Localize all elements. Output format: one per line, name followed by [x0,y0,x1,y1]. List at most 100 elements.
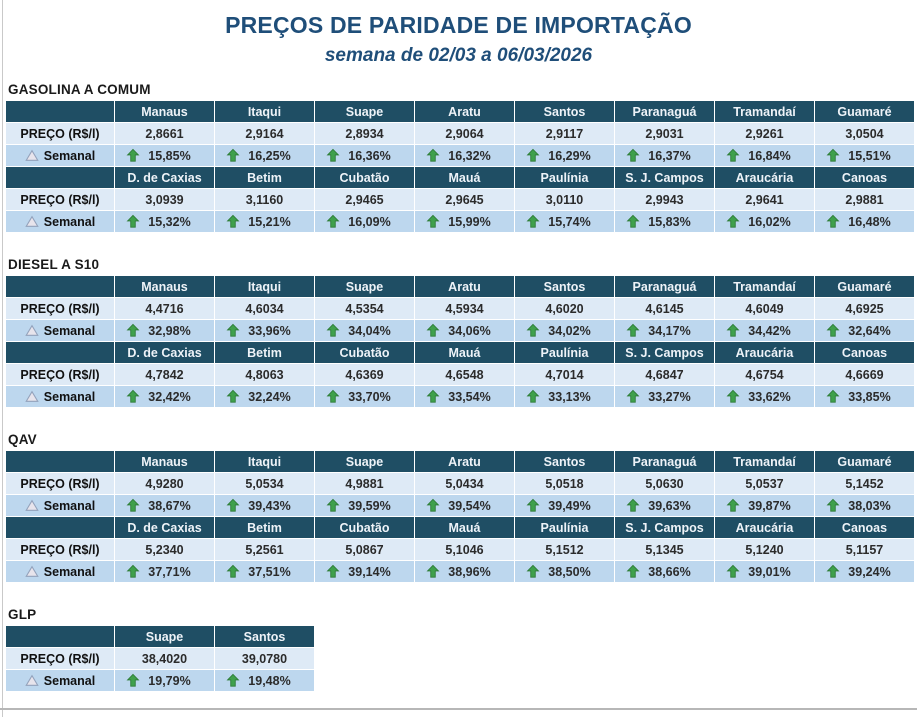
weekly-change-value: 32,64% [815,320,914,341]
weekly-row-label: Semanal [6,320,114,341]
weekly-change-percent: 32,24% [248,389,291,404]
weekly-change-value: 39,54% [415,495,514,516]
city-header: Manaus [115,101,214,122]
section-title: QAV [8,432,37,447]
weekly-change-percent: 32,42% [148,389,191,404]
price-value: 2,9881 [815,189,914,210]
weekly-row-label-text: Semanal [43,323,96,338]
city-header: Betim [215,517,314,538]
section-title: DIESEL A S10 [8,257,100,272]
up-arrow-icon [826,214,840,229]
weekly-change-value: 39,14% [315,561,414,582]
up-arrow-icon [226,564,240,579]
up-arrow-icon [226,214,240,229]
weekly-row-label-text: Semanal [43,389,96,404]
weekly-change-percent: 16,09% [348,214,391,229]
price-value: 4,6034 [215,298,314,319]
city-header: D. de Caxias [115,167,214,188]
up-arrow-icon [126,214,140,229]
weekly-change-percent: 39,01% [748,564,791,579]
weekly-change-value: 16,02% [715,211,814,232]
weekly-change-value: 39,43% [215,495,314,516]
weekly-change-percent: 34,42% [748,323,791,338]
up-arrow-icon [126,389,140,404]
weekly-row-label: Semanal [6,386,114,407]
up-arrow-icon [626,214,640,229]
up-arrow-icon [726,148,740,163]
weekly-change-value: 32,24% [215,386,314,407]
weekly-change-value: 32,42% [115,386,214,407]
weekly-row-label: Semanal [6,670,114,691]
price-value: 2,9645 [415,189,514,210]
city-header: Suape [115,626,214,647]
page-break-line-left [2,0,3,717]
weekly-change-value: 33,85% [815,386,914,407]
weekly-change-value: 33,27% [615,386,714,407]
up-arrow-icon [326,564,340,579]
up-arrow-icon [426,323,440,338]
price-row-label: PREÇO (R$/l) [6,648,114,669]
weekly-change-percent: 33,27% [648,389,691,404]
price-value: 4,6548 [415,364,514,385]
section-title: GASOLINA A COMUM [8,82,151,97]
price-value: 4,8063 [215,364,314,385]
price-row-label: PREÇO (R$/l) [6,539,114,560]
weekly-change-value: 16,09% [315,211,414,232]
up-arrow-icon [126,564,140,579]
weekly-change-value: 38,66% [615,561,714,582]
weekly-change-value: 37,71% [115,561,214,582]
weekly-change-percent: 15,21% [248,214,291,229]
up-arrow-icon [226,673,240,688]
city-header: Guamaré [815,101,914,122]
weekly-change-percent: 33,13% [548,389,591,404]
up-arrow-icon [526,498,540,513]
price-value: 4,5354 [315,298,414,319]
weekly-change-percent: 33,70% [348,389,391,404]
city-header: Mauá [415,167,514,188]
table-corner-cell [6,276,114,297]
weekly-change-percent: 15,32% [148,214,191,229]
price-value: 5,0518 [515,473,614,494]
up-arrow-icon [526,389,540,404]
price-value: 4,6020 [515,298,614,319]
weekly-change-value: 33,54% [415,386,514,407]
city-header: Suape [315,276,414,297]
up-arrow-icon [826,148,840,163]
weekly-change-percent: 33,62% [748,389,791,404]
price-value: 5,1046 [415,539,514,560]
weekly-change-value: 15,21% [215,211,314,232]
price-table-block: Manaus Itaqui Suape Aratu Santos Paranaguá Tra… [6,276,917,341]
weekly-change-value: 34,17% [615,320,714,341]
city-header: Santos [515,451,614,472]
up-arrow-icon [326,389,340,404]
weekly-change-value: 15,85% [115,145,214,166]
city-header: Paranaguá [615,276,714,297]
city-header: Itaqui [215,451,314,472]
city-header: Aratu [415,276,514,297]
up-arrow-icon [426,214,440,229]
up-arrow-icon [226,498,240,513]
city-header: Tramandaí [715,451,814,472]
price-value: 5,0534 [215,473,314,494]
city-header: Guamaré [815,276,914,297]
up-arrow-icon [626,564,640,579]
page-title: PREÇOS DE PARIDADE DE IMPORTAÇÃO [225,12,692,38]
up-arrow-icon [126,673,140,688]
weekly-change-percent: 33,54% [448,389,491,404]
weekly-change-percent: 34,02% [548,323,591,338]
price-value: 4,6369 [315,364,414,385]
price-table-block: Manaus Itaqui Suape Aratu Santos Paranaguá Tra… [6,451,917,516]
weekly-change-percent: 32,98% [148,323,191,338]
weekly-change-percent: 39,49% [548,498,591,513]
weekly-change-percent: 39,63% [648,498,691,513]
price-value: 3,1160 [215,189,314,210]
table-corner-cell [6,167,114,188]
city-header: S. J. Campos [615,167,714,188]
price-value: 3,0939 [115,189,214,210]
weekly-change-percent: 34,06% [448,323,491,338]
weekly-change-percent: 34,04% [348,323,391,338]
weekly-change-value: 39,63% [615,495,714,516]
table-corner-cell [6,101,114,122]
weekly-change-percent: 39,24% [848,564,891,579]
price-value: 4,9280 [115,473,214,494]
